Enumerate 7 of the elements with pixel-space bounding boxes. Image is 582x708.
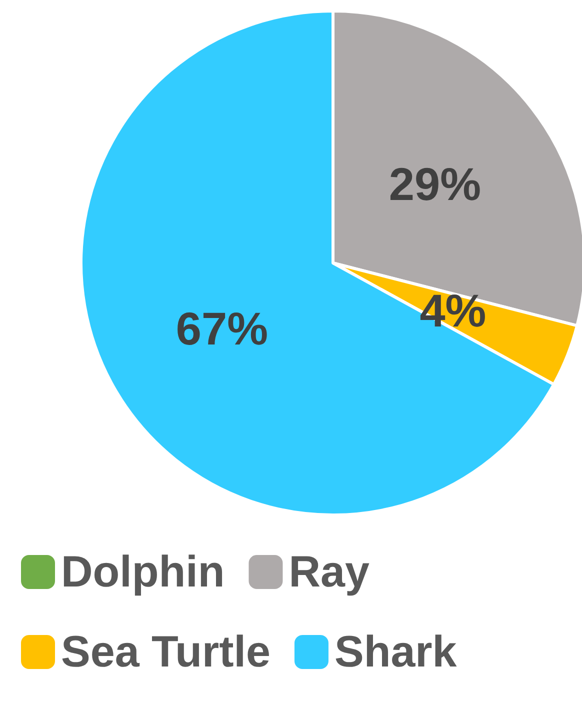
data-label: 67% [176, 302, 268, 355]
legend-label: Shark [334, 628, 458, 676]
legend-label: Dolphin [61, 548, 225, 596]
data-label: 29% [388, 158, 481, 210]
data-label: 4% [420, 284, 486, 336]
legend-label: Ray [288, 548, 370, 596]
legend-label: Sea Turtle [61, 628, 270, 676]
